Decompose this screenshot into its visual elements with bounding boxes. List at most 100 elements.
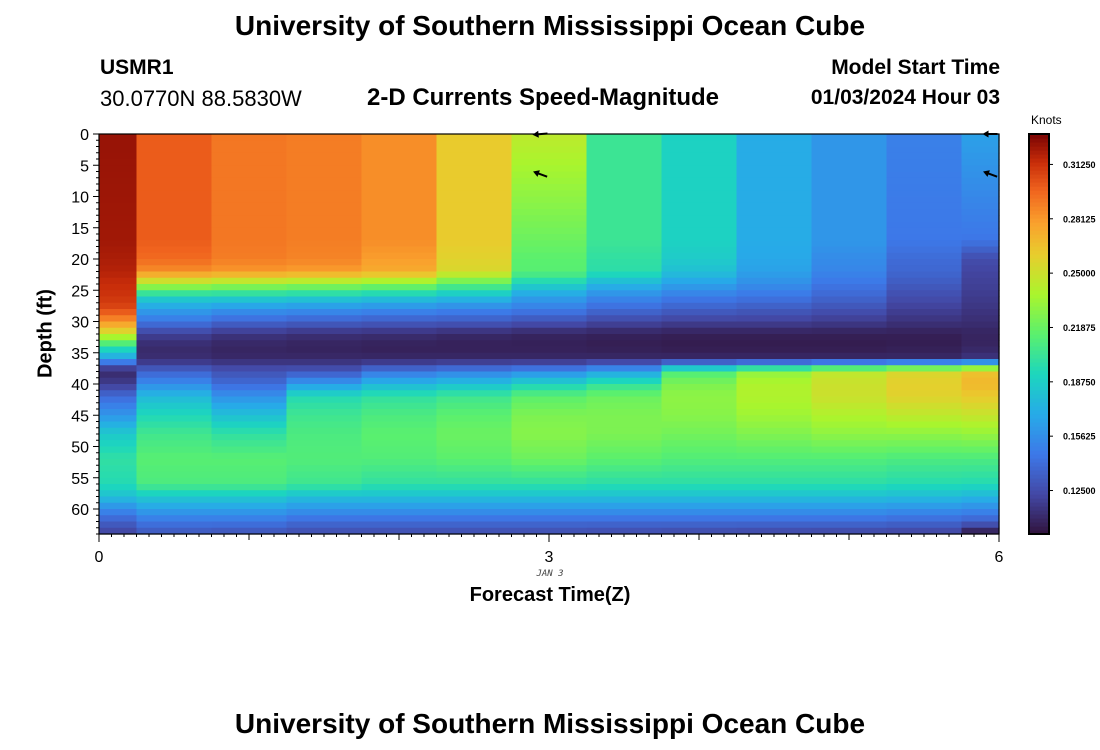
heatmap-cell <box>961 384 1000 391</box>
heatmap-cell <box>361 134 438 141</box>
heatmap-cell <box>886 446 963 454</box>
heatmap-cell <box>511 484 588 491</box>
heatmap-cell <box>136 459 213 466</box>
colorbar-segment <box>1029 498 1049 503</box>
heatmap-cell <box>511 277 588 285</box>
model-start-label: Model Start Time <box>831 56 1000 79</box>
heatmap-cell <box>736 440 813 448</box>
direction-arrow <box>533 170 548 178</box>
heatmap-cell <box>511 515 588 523</box>
heatmap-cell <box>661 371 738 379</box>
heatmap-cell <box>736 509 813 516</box>
heatmap-cell <box>136 371 213 379</box>
heatmap-cell <box>736 421 813 429</box>
heatmap-cell <box>511 146 588 154</box>
heatmap-cell <box>136 146 213 154</box>
heatmap-cell <box>886 490 963 498</box>
heatmap-cell <box>886 252 963 260</box>
heatmap-cell <box>586 196 663 204</box>
heatmap-cell <box>886 402 963 410</box>
heatmap-cell <box>736 402 813 410</box>
heatmap-cell <box>736 359 813 366</box>
heatmap-cell <box>586 327 663 335</box>
heatmap-cell <box>511 227 588 235</box>
heatmap-cell <box>586 284 663 291</box>
heatmap-cell <box>811 146 888 154</box>
colorbar-segment <box>1029 374 1049 379</box>
heatmap-cell <box>99 190 138 198</box>
heatmap-cell <box>211 290 288 298</box>
heatmap-cell <box>136 259 213 266</box>
heatmap-cell <box>661 527 738 535</box>
heatmap-cell <box>661 159 738 166</box>
heatmap-cell <box>136 321 213 329</box>
heatmap-cell <box>99 221 138 229</box>
heatmap-cell <box>99 415 138 423</box>
heatmap-cell <box>811 215 888 223</box>
heatmap-cell <box>286 459 363 466</box>
colorbar-segment <box>1029 386 1049 391</box>
heatmap-cell <box>436 527 513 535</box>
heatmap-cell <box>661 302 738 310</box>
heatmap-cell <box>286 296 363 304</box>
heatmap-cell <box>286 140 363 148</box>
heatmap-cell <box>99 309 138 316</box>
heatmap-cell <box>811 421 888 429</box>
heatmap-cell <box>811 190 888 198</box>
heatmap-cell <box>661 465 738 473</box>
heatmap-cell <box>586 340 663 348</box>
heatmap-cell <box>586 234 663 241</box>
heatmap-cell <box>99 334 138 341</box>
heatmap-cell <box>886 296 963 304</box>
heatmap-cell <box>736 502 813 510</box>
heatmap-cell <box>436 184 513 191</box>
heatmap-cell <box>361 471 438 479</box>
heatmap-cell <box>736 352 813 360</box>
heatmap-cell <box>136 440 213 448</box>
heatmap-cell <box>511 340 588 348</box>
heatmap-cell <box>886 371 963 379</box>
heatmap-cell <box>736 315 813 323</box>
colorbar-segment <box>1029 494 1049 499</box>
colorbar-segment <box>1029 470 1049 475</box>
heatmap-cell <box>811 352 888 360</box>
heatmap-cell <box>511 284 588 291</box>
heatmap-cell <box>961 415 1000 423</box>
heatmap-cell <box>211 346 288 354</box>
heatmap-cell <box>136 509 213 516</box>
heatmap-cell <box>736 221 813 229</box>
heatmap-cell <box>136 352 213 360</box>
heatmap-cell <box>736 477 813 485</box>
heatmap-cell <box>361 171 438 179</box>
heatmap-cell <box>961 440 1000 448</box>
heatmap-cell <box>361 290 438 298</box>
heatmap-cell <box>586 290 663 298</box>
colorbar-segment <box>1029 342 1049 347</box>
colorbar-tick-label: 0.12500 <box>1063 486 1096 496</box>
heatmap-cell <box>586 452 663 460</box>
heatmap-cell <box>361 315 438 323</box>
heatmap-cell <box>811 402 888 410</box>
heatmap-cell <box>436 202 513 210</box>
heatmap-cell <box>736 434 813 441</box>
heatmap-cell <box>511 321 588 329</box>
heatmap-cell <box>286 146 363 154</box>
heatmap-cell <box>361 340 438 348</box>
heatmap-cell <box>886 377 963 385</box>
heatmap-cell <box>511 471 588 479</box>
heatmap-cell <box>136 446 213 454</box>
heatmap-cell <box>961 484 1000 491</box>
heatmap-cell <box>736 527 813 535</box>
heatmap-cell <box>361 521 438 529</box>
heatmap-cell <box>436 265 513 273</box>
heatmap-cell <box>99 259 138 266</box>
heatmap-cell <box>961 409 1000 416</box>
heatmap-cell <box>436 340 513 348</box>
y-tick-label: 5 <box>80 158 89 175</box>
colorbar-segment <box>1029 338 1049 343</box>
heatmap-cell <box>361 477 438 485</box>
heatmap-cell <box>961 446 1000 454</box>
heatmap-cell <box>511 215 588 223</box>
heatmap-cell <box>511 377 588 385</box>
